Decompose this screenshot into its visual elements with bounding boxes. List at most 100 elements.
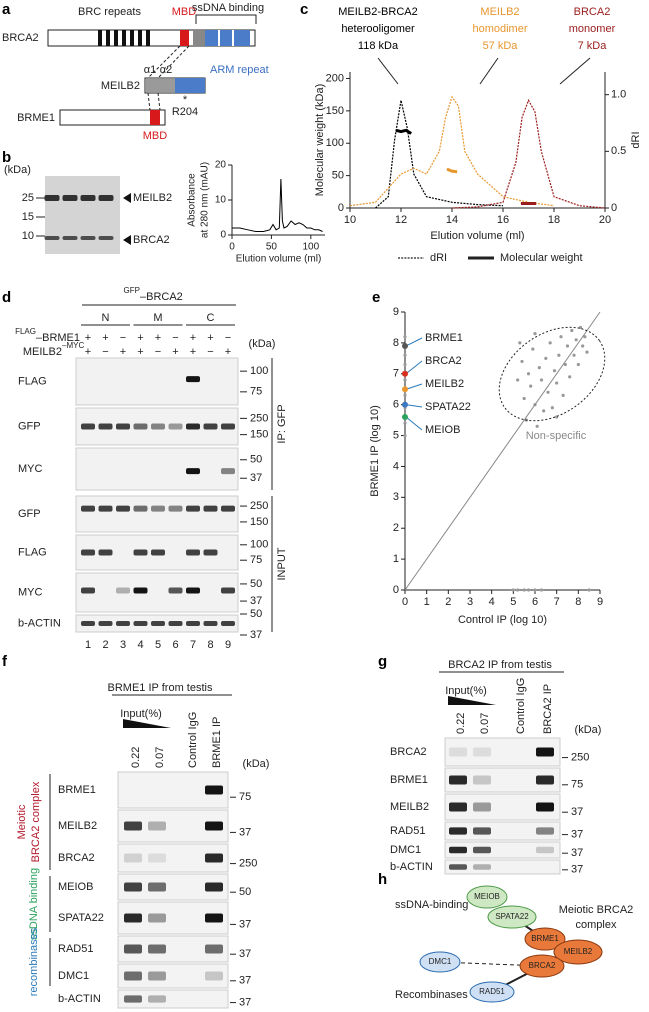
blot-band xyxy=(221,621,235,626)
sign: + xyxy=(207,332,213,344)
blot-band xyxy=(124,971,142,981)
y-tick-label: 6 xyxy=(393,399,399,411)
scatter-point xyxy=(559,335,563,339)
band-label: BRCA2 xyxy=(133,234,170,246)
marker-label: 15 xyxy=(22,211,34,223)
blot-band xyxy=(221,505,235,512)
x-tick-label: 1 xyxy=(424,596,430,608)
group-label: ssDNA binding xyxy=(28,868,40,940)
scatter-point xyxy=(403,393,407,397)
highlight-label: SPATA22 xyxy=(425,401,471,413)
blot-band xyxy=(148,944,166,954)
blot-band xyxy=(205,913,223,923)
blot-band xyxy=(449,802,467,812)
column-label: Control IgG xyxy=(515,678,527,734)
marker-label: 50 xyxy=(250,608,262,620)
blot-band xyxy=(151,549,165,556)
sign: + xyxy=(85,332,91,344)
scatter-point xyxy=(570,328,574,333)
blot-band xyxy=(449,846,467,854)
annotation: Non-specific xyxy=(526,430,587,442)
blot xyxy=(75,572,239,613)
rule xyxy=(147,45,181,79)
tag-superscript: FLAG xyxy=(15,327,36,336)
blot-band xyxy=(151,505,165,512)
sign: + xyxy=(190,332,196,344)
domain-stripe xyxy=(218,30,220,46)
blot-band xyxy=(449,747,467,757)
y-tick-label: 3 xyxy=(393,491,399,503)
y2-tick-label: 0 xyxy=(611,202,617,214)
blot-band xyxy=(81,505,95,512)
blot xyxy=(444,821,561,841)
marker-label: 37 xyxy=(239,997,251,1009)
scatter-point xyxy=(578,325,583,330)
wedge xyxy=(448,696,496,705)
node-label: BRCA2 xyxy=(529,961,556,970)
marker-label: 37 xyxy=(250,629,262,641)
group-label: recombinases xyxy=(28,927,40,996)
scatter-point xyxy=(552,369,557,373)
domain-label: ARM repeat xyxy=(210,64,269,76)
blot-band xyxy=(203,505,218,512)
x-tick-label: 2 xyxy=(445,596,451,608)
node xyxy=(466,885,508,909)
data-line xyxy=(446,167,458,174)
blot-band xyxy=(186,549,200,556)
column-label: 0.22 xyxy=(130,747,142,768)
blot-label: MYC xyxy=(18,586,43,598)
annotation: MEILB2 xyxy=(480,6,519,18)
blot-label: GFP xyxy=(18,420,41,432)
blot-band xyxy=(186,423,200,430)
panel-letter: f xyxy=(2,653,8,670)
scatter-point xyxy=(546,390,550,394)
scatter-point xyxy=(403,335,407,339)
node xyxy=(469,981,515,1003)
blot-band xyxy=(98,423,113,430)
scatter-point xyxy=(511,588,515,592)
blot-band xyxy=(205,785,223,795)
blot-band xyxy=(148,913,166,923)
sign: + xyxy=(172,346,178,358)
bracket xyxy=(195,14,257,24)
blot-band xyxy=(62,195,78,201)
rule xyxy=(157,45,190,79)
marker-label: 50 xyxy=(250,454,262,466)
scatter-point xyxy=(526,372,531,376)
y-axis-label: BRME1 IP (log 10) xyxy=(369,405,381,497)
group-label: M xyxy=(153,312,162,324)
sign: + xyxy=(102,332,108,344)
blot-band xyxy=(168,621,183,626)
node xyxy=(519,954,565,978)
x-tick-label: 50 xyxy=(266,242,278,253)
x-tick-label: 5 xyxy=(510,596,516,608)
x-tick-label: 9 xyxy=(597,596,603,608)
blot-band xyxy=(536,747,554,757)
scatter-point xyxy=(539,588,544,592)
panel-letter: c xyxy=(300,1,308,18)
y-tick-label: 5 xyxy=(393,429,399,441)
scatter-point xyxy=(520,359,524,364)
tag-superscript: –MYC xyxy=(62,341,84,350)
blot-label: b-ACTIN xyxy=(58,993,101,1005)
construct-label: –BRME1 xyxy=(36,332,80,344)
blot-band xyxy=(124,882,142,892)
blot-label: DMC1 xyxy=(58,970,89,982)
highlight-point xyxy=(402,401,408,408)
x-tick-label: 14 xyxy=(446,214,458,226)
sign: − xyxy=(225,332,231,344)
blot-band xyxy=(205,853,223,863)
blot-band xyxy=(536,827,554,835)
scatter-point xyxy=(542,409,546,413)
group-label: C xyxy=(207,312,215,324)
y-tick-label: 50 xyxy=(332,170,344,182)
lane-number: 6 xyxy=(172,639,178,651)
sign: − xyxy=(172,332,178,344)
blot-band xyxy=(98,505,113,512)
scatter-point xyxy=(561,393,565,397)
blot-band xyxy=(98,549,113,556)
blot-band xyxy=(536,802,554,812)
blot-band xyxy=(98,621,113,626)
blot xyxy=(75,357,239,406)
